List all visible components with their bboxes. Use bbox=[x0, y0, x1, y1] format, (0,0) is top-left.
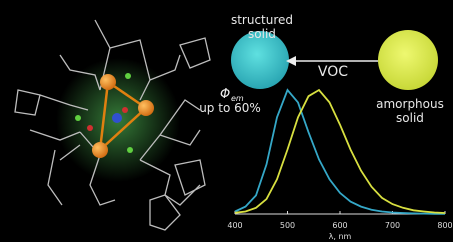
amorphous-solid-sample bbox=[378, 30, 438, 90]
figure: structured solid VOC amorphous solid Φ e… bbox=[0, 0, 453, 242]
x-axis-label: λ, nm bbox=[329, 232, 352, 241]
x-tick-label: 800 bbox=[437, 221, 452, 230]
label: solid bbox=[248, 27, 276, 41]
label: solid bbox=[396, 111, 424, 125]
x-tick-label: 700 bbox=[385, 221, 400, 230]
phi-symbol: Φ bbox=[220, 87, 230, 102]
x-tick-label: 600 bbox=[332, 221, 347, 230]
label: amorphous bbox=[376, 97, 444, 111]
x-tick-label: 500 bbox=[280, 221, 295, 230]
label: up to 60% bbox=[199, 101, 261, 115]
label: structured bbox=[231, 13, 293, 27]
label: VOC bbox=[318, 64, 348, 80]
x-tick-label: 400 bbox=[227, 221, 242, 230]
